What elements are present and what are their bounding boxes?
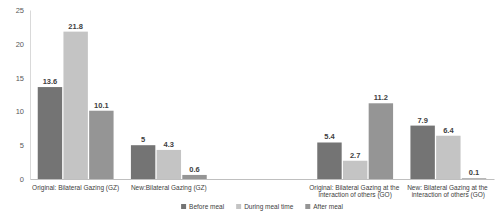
bar	[131, 145, 155, 179]
y-tick-label: 20	[16, 40, 24, 49]
chart: 0 5 10 15 20 25 13.6 5 5.4 7.9 21.8 4.3 2.7 6.4 10.1 0.…	[0, 0, 500, 213]
data-label: 13.6	[43, 77, 58, 86]
legend-item: During meal time	[236, 203, 294, 211]
legend-swatch	[181, 204, 186, 209]
bar	[38, 87, 62, 179]
data-label: 0.1	[469, 168, 479, 177]
x-tick: New:Bilateral Gazing (GZ)	[131, 179, 207, 192]
y-tick-label: 0	[20, 175, 24, 184]
bar	[89, 111, 113, 179]
data-label: 4.3	[164, 140, 174, 149]
bar	[436, 136, 460, 179]
y-tick-label: 10	[16, 107, 24, 116]
bar	[157, 150, 181, 179]
y-axis-line	[30, 11, 31, 180]
legend-label: Before meal	[189, 203, 225, 210]
y-tick: 15	[16, 74, 30, 83]
x-tick-label: New:Bilateral Gazing (GZ)	[131, 184, 207, 192]
data-label: 5	[141, 135, 145, 144]
legend-label: After meal	[313, 203, 343, 210]
x-tick-label: New: Bilateral Gazing at the interaction…	[407, 184, 489, 199]
x-tick-label: Original: Bilateral Gazing at the intera…	[309, 184, 401, 199]
legend-swatch	[305, 204, 310, 209]
bar	[410, 126, 434, 179]
x-axis-line	[31, 179, 495, 180]
data-label: 2.7	[350, 151, 360, 160]
bar	[182, 175, 206, 179]
y-tick-label: 15	[16, 74, 24, 83]
legend-label: During meal time	[244, 203, 294, 211]
bar	[369, 103, 393, 179]
y-tick: 20	[16, 40, 30, 49]
legend: Before meal During meal time After meal	[181, 203, 343, 211]
bar	[63, 32, 87, 179]
data-label: 6.4	[443, 126, 454, 135]
bar	[317, 142, 341, 179]
data-label: 5.4	[324, 132, 335, 141]
y-tick-label: 25	[16, 6, 24, 15]
y-tick-label: 5	[20, 141, 24, 150]
y-axis: 0 5 10 15 20 25	[16, 6, 31, 184]
y-tick: 5	[20, 141, 30, 150]
bars	[38, 32, 487, 179]
y-tick: 10	[16, 107, 30, 116]
data-label: 11.2	[374, 93, 388, 102]
legend-item: Before meal	[181, 203, 225, 210]
y-tick: 0	[20, 175, 30, 184]
data-labels: 13.6 5 5.4 7.9 21.8 4.3 2.7 6.4 10.1 0.6 11.2 0.1	[43, 22, 480, 178]
data-label: 0.6	[189, 165, 199, 174]
x-tick: New: Bilateral Gazing at the interaction…	[407, 179, 489, 199]
plot: 0 5 10 15 20 25 13.6 5 5.4 7.9 21.8 4.3 2.7 6.4 10.1 0.…	[16, 6, 495, 199]
data-label: 21.8	[68, 22, 83, 31]
x-tick-label: Original: Bilateral Gazing (GZ)	[32, 184, 119, 192]
x-tick: Original: Bilateral Gazing (GZ)	[32, 179, 119, 192]
y-tick: 25	[16, 6, 30, 15]
bar	[343, 161, 367, 179]
x-axis: Original: Bilateral Gazing (GZ) New:Bilat…	[31, 179, 495, 199]
legend-item: After meal	[305, 203, 343, 210]
bar	[462, 178, 486, 179]
legend-swatch	[236, 204, 241, 209]
data-label: 10.1	[94, 101, 109, 110]
data-label: 7.9	[417, 116, 427, 125]
x-tick: Original: Bilateral Gazing at the intera…	[309, 179, 401, 199]
